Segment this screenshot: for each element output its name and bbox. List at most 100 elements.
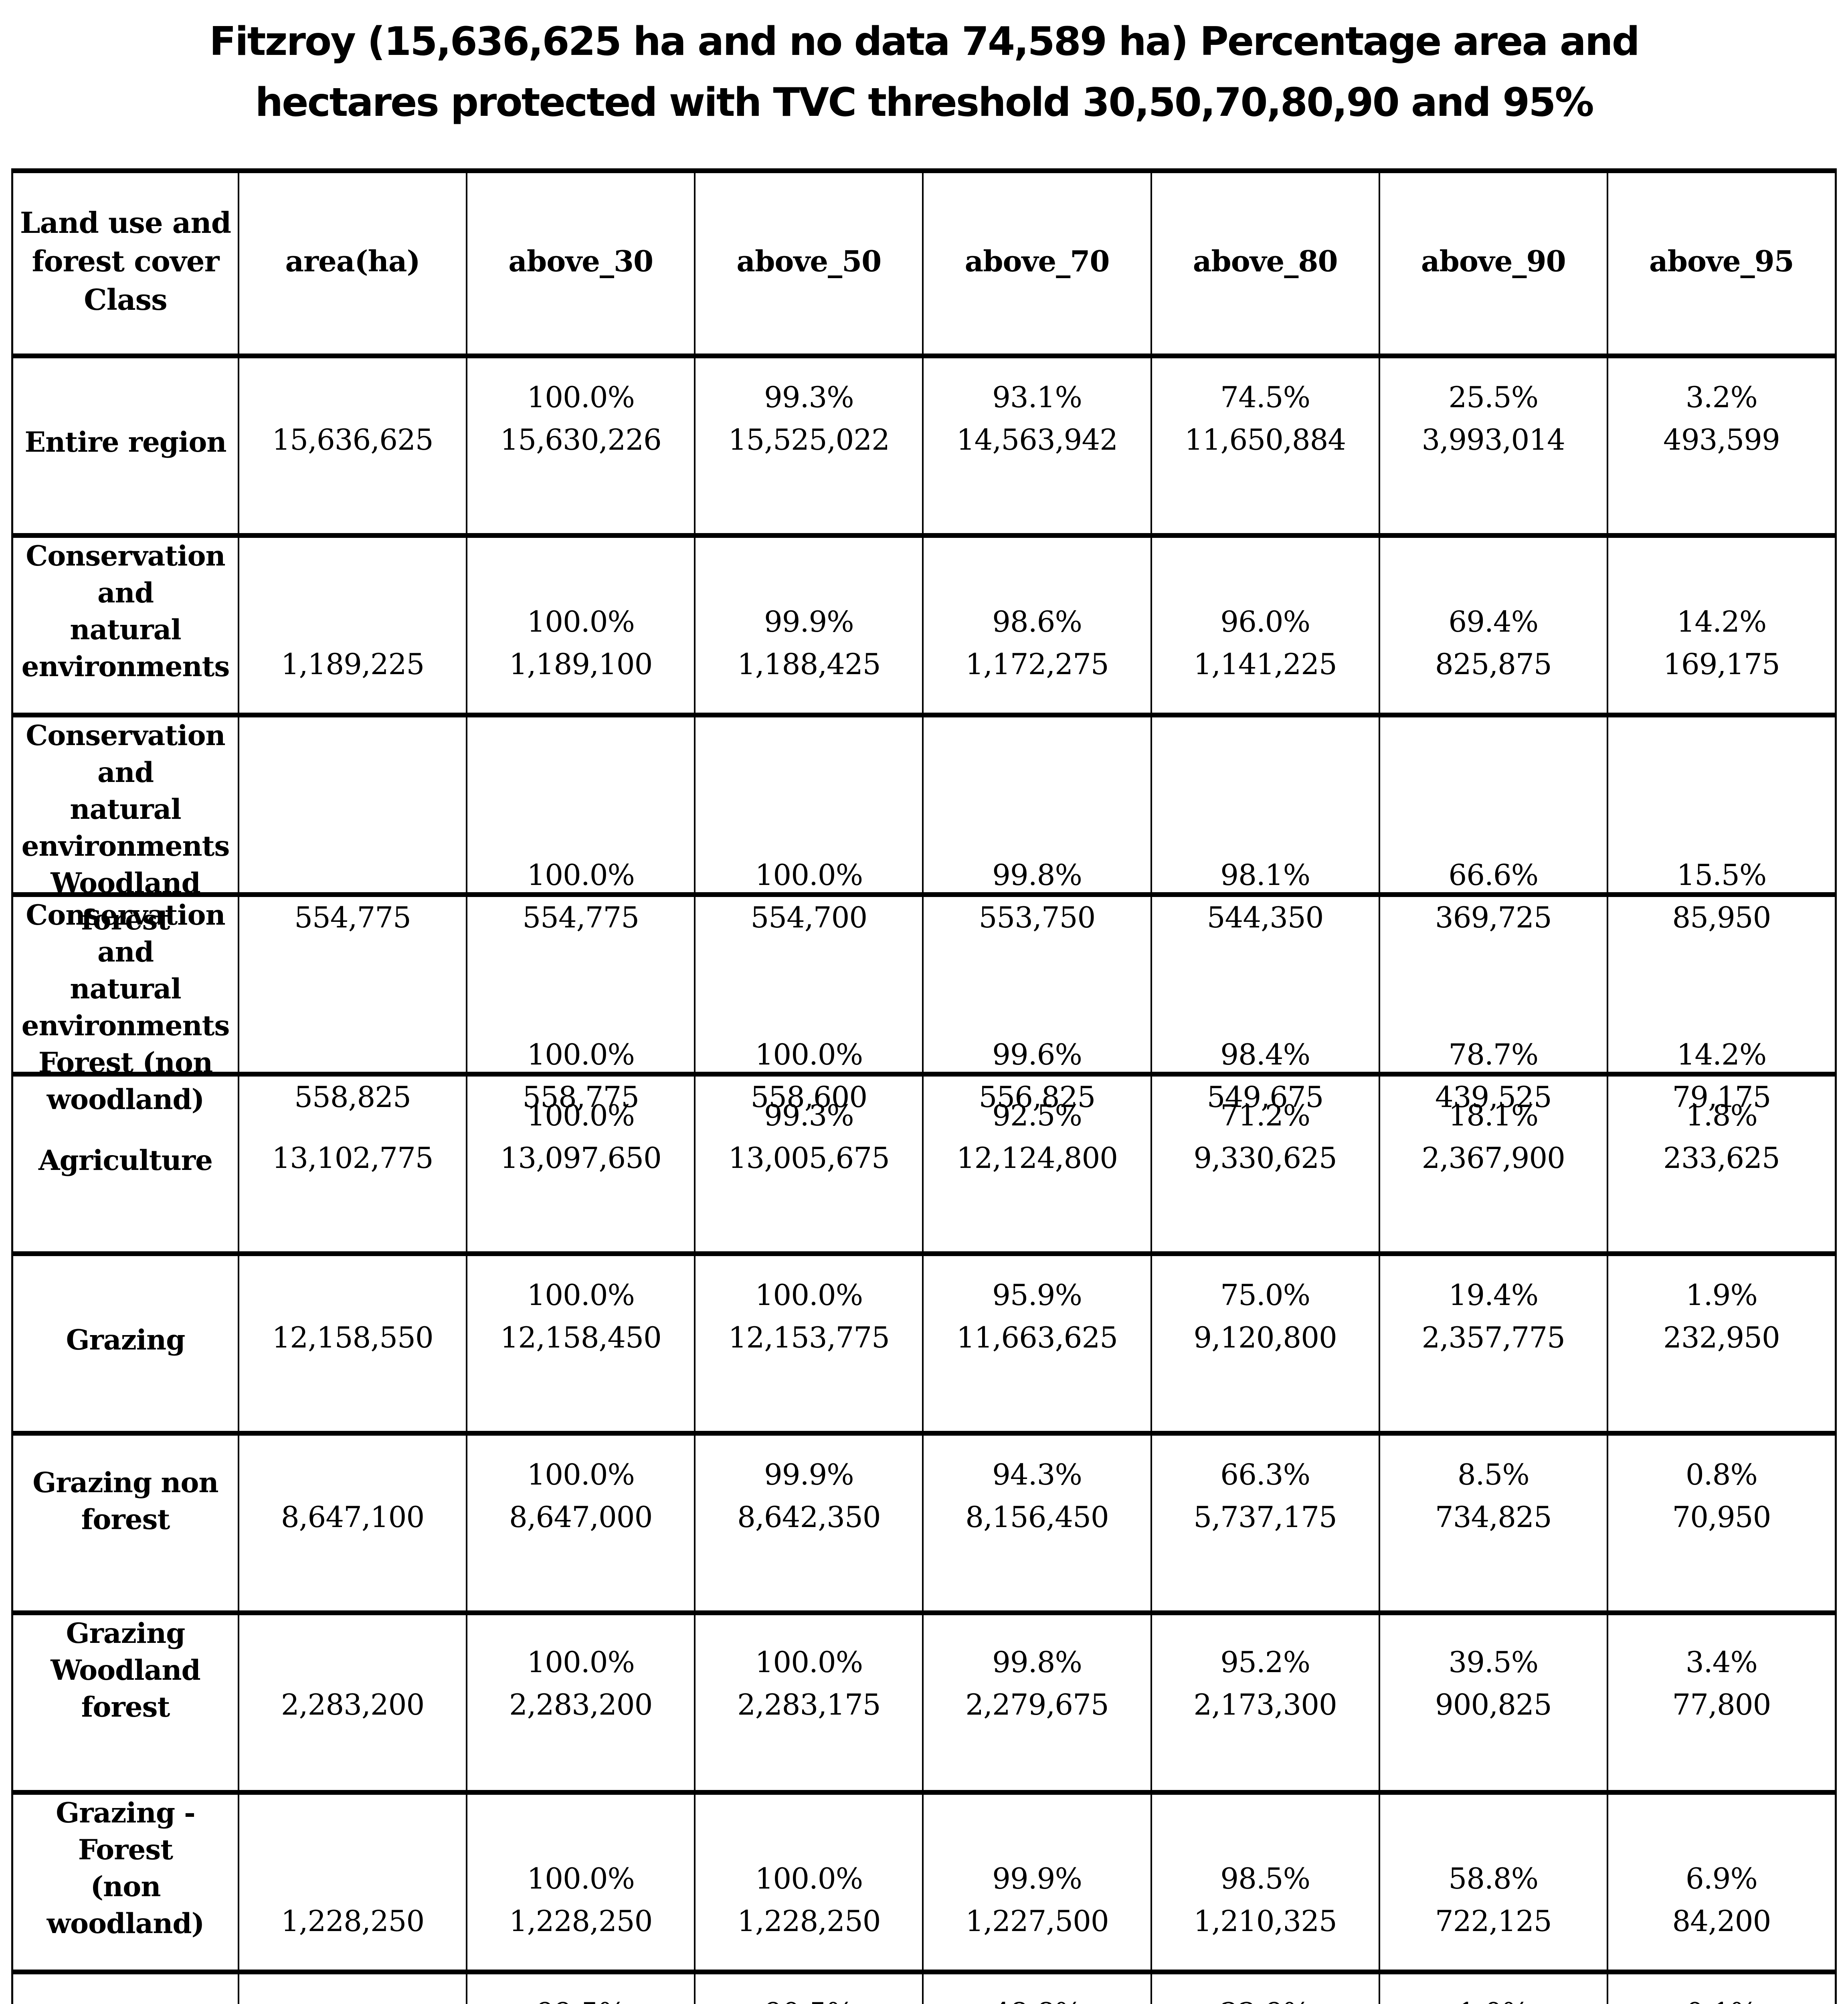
threshold-hectares: 15,525,022 [728,423,890,457]
page-title-line2: hectares protected with TVC threshold 30… [255,80,1594,125]
threshold-cell: 100.0% 1,189,100 [466,538,694,758]
row-label: Grazing non forest [32,1467,218,1536]
threshold-cell: 18.1% 2,367,900 [1378,1077,1607,1251]
threshold-hectares: 13,097,650 [500,1141,662,1175]
threshold-percent: 25.5% [1448,380,1539,414]
threshold-percent: 99.5% [536,1992,626,2004]
row-label: Conservation and natural environments [21,540,230,683]
threshold-hectares: 1,228,250 [509,1904,653,1938]
threshold-percent: 99.3% [764,1099,854,1132]
threshold-percent: 100.0% [527,1278,635,1312]
table-row: Grazing non forest 8,647,100 100.0% 8,647,0… [13,1431,1835,1610]
threshold-cell: 0.1%500 [1606,1974,1835,2004]
threshold-hectares: 8,156,450 [965,1500,1109,1534]
threshold-hectares: 553,750 [979,901,1096,934]
threshold-cell: 92.5% 12,124,800 [922,1077,1150,1251]
area-value: 8,647,100 [281,1500,425,1534]
threshold-cell: 69.4% 825,875 [1378,538,1607,758]
threshold-hectares: 5,737,175 [1193,1500,1337,1534]
threshold-cell: 99.8% 553,750 [922,717,1150,1011]
threshold-percent: 3.4% [1685,1645,1758,1679]
threshold-cell: 99.5%808,575 [466,1974,694,2004]
threshold-hectares: 15,630,226 [500,423,662,457]
threshold-hectares: 8,642,350 [737,1500,881,1534]
table-row: Cropping812,82599.5%808,57590.5%735,4754… [13,1970,1835,2004]
threshold-cell: 100.0% 1,228,250 [694,1795,922,2004]
threshold-hectares: 734,825 [1435,1500,1552,1534]
threshold-hectares: 558,775 [522,1080,639,1114]
threshold-cell: 94.3% 8,156,450 [922,1436,1150,1610]
table-row: Conservation and natural environments Fo… [13,892,1835,1190]
threshold-percent: 1.9% [1685,1278,1758,1312]
threshold-hectares: 70,950 [1672,1500,1771,1534]
header-cell: above_70 [922,173,1150,354]
threshold-percent: 92.5% [992,1099,1082,1132]
threshold-percent: 14.2% [1676,1038,1767,1071]
threshold-cell: 100.0% 15,630,226 [466,358,694,533]
threshold-cell: 93.1% 14,563,942 [922,358,1150,533]
threshold-percent: 71.2% [1220,1099,1310,1132]
threshold-cell: 100.0% 558,600 [694,897,922,1190]
area-value: 15,636,625 [272,423,433,457]
threshold-hectares: 79,175 [1672,1080,1771,1114]
threshold-hectares: 11,663,625 [956,1321,1118,1354]
table-row: Conservation and natural environments 1,1… [13,533,1835,758]
threshold-hectares: 2,283,175 [737,1688,881,1721]
threshold-percent: 96.0% [1220,605,1310,638]
threshold-hectares: 12,124,800 [956,1141,1118,1175]
threshold-percent: 99.9% [764,605,854,638]
threshold-hectares: 84,200 [1672,1904,1771,1938]
table-row: Grazing Woodland forest 2,283,200 100.0% 2,… [13,1610,1835,1798]
threshold-hectares: 1,228,250 [737,1904,881,1938]
threshold-percent: 100.0% [527,605,635,638]
threshold-hectares: 1,172,275 [965,647,1109,681]
threshold-cell: 90.5%735,475 [694,1974,922,2004]
area-value: 12,158,550 [272,1321,433,1354]
threshold-percent: 95.9% [992,1278,1082,1312]
threshold-hectares: 14,563,942 [956,423,1118,457]
area-value: 2,283,200 [281,1688,425,1721]
area-cell: 15,636,625 [238,358,466,533]
threshold-percent: 100.0% [527,1099,635,1132]
threshold-cell: 99.8% 2,279,675 [922,1615,1150,1798]
threshold-percent: 93.1% [992,380,1082,414]
threshold-cell: 100.0% 13,097,650 [466,1077,694,1251]
row-label: Conservation and natural environments Fo… [21,899,230,1116]
threshold-percent: 100.0% [755,1645,863,1679]
threshold-cell: 14.2% 169,175 [1606,538,1835,758]
table-row: Grazing 12,158,550 100.0% 12,158,450 100.0% 1… [13,1251,1835,1431]
threshold-hectares: 2,283,200 [509,1688,653,1721]
threshold-percent: 69.4% [1448,605,1539,638]
threshold-hectares: 12,153,775 [728,1321,890,1354]
header-cell: above_50 [694,173,922,354]
header-cell: Land use and forest cover Class [20,206,231,317]
threshold-percent: 100.0% [527,1458,635,1491]
area-cell: 1,189,225 [238,538,466,758]
area-cell: 8,647,100 [238,1436,466,1610]
area-cell: 2,283,200 [238,1615,466,1798]
row-label: Conservation and natural environments Wo… [21,719,230,936]
threshold-hectares: 1,189,100 [509,647,653,681]
threshold-percent: 100.0% [755,1278,863,1312]
threshold-cell: 100.0% 8,647,000 [466,1436,694,1610]
threshold-hectares: 13,005,675 [728,1141,890,1175]
threshold-cell: 99.3% 13,005,675 [694,1077,922,1251]
threshold-cell: 25.5% 3,993,014 [1378,358,1607,533]
header-cell: above_30 [466,173,694,354]
threshold-cell: 15.5% 85,950 [1606,717,1835,1011]
threshold-percent: 94.3% [992,1458,1082,1491]
threshold-cell: 96.0% 1,141,225 [1150,538,1379,758]
threshold-cell: 99.9% 1,227,500 [922,1795,1150,2004]
threshold-percent: 100.0% [527,380,635,414]
threshold-percent: 99.9% [764,1458,854,1491]
threshold-hectares: 554,700 [750,901,867,934]
table-row: Agriculture 13,102,775 100.0% 13,097,650 99.… [13,1072,1835,1251]
threshold-percent: 100.0% [755,1038,863,1071]
area-value: 1,189,225 [281,647,425,681]
threshold-cell: 19.4% 2,357,775 [1378,1256,1607,1431]
threshold-hectares: 9,330,625 [1193,1141,1337,1175]
page-title: Fitzroy (15,636,625 ha and no data 74,58… [0,11,1848,133]
threshold-cell: 1.8% 233,625 [1606,1077,1835,1251]
area-cell: 13,102,775 [238,1077,466,1251]
